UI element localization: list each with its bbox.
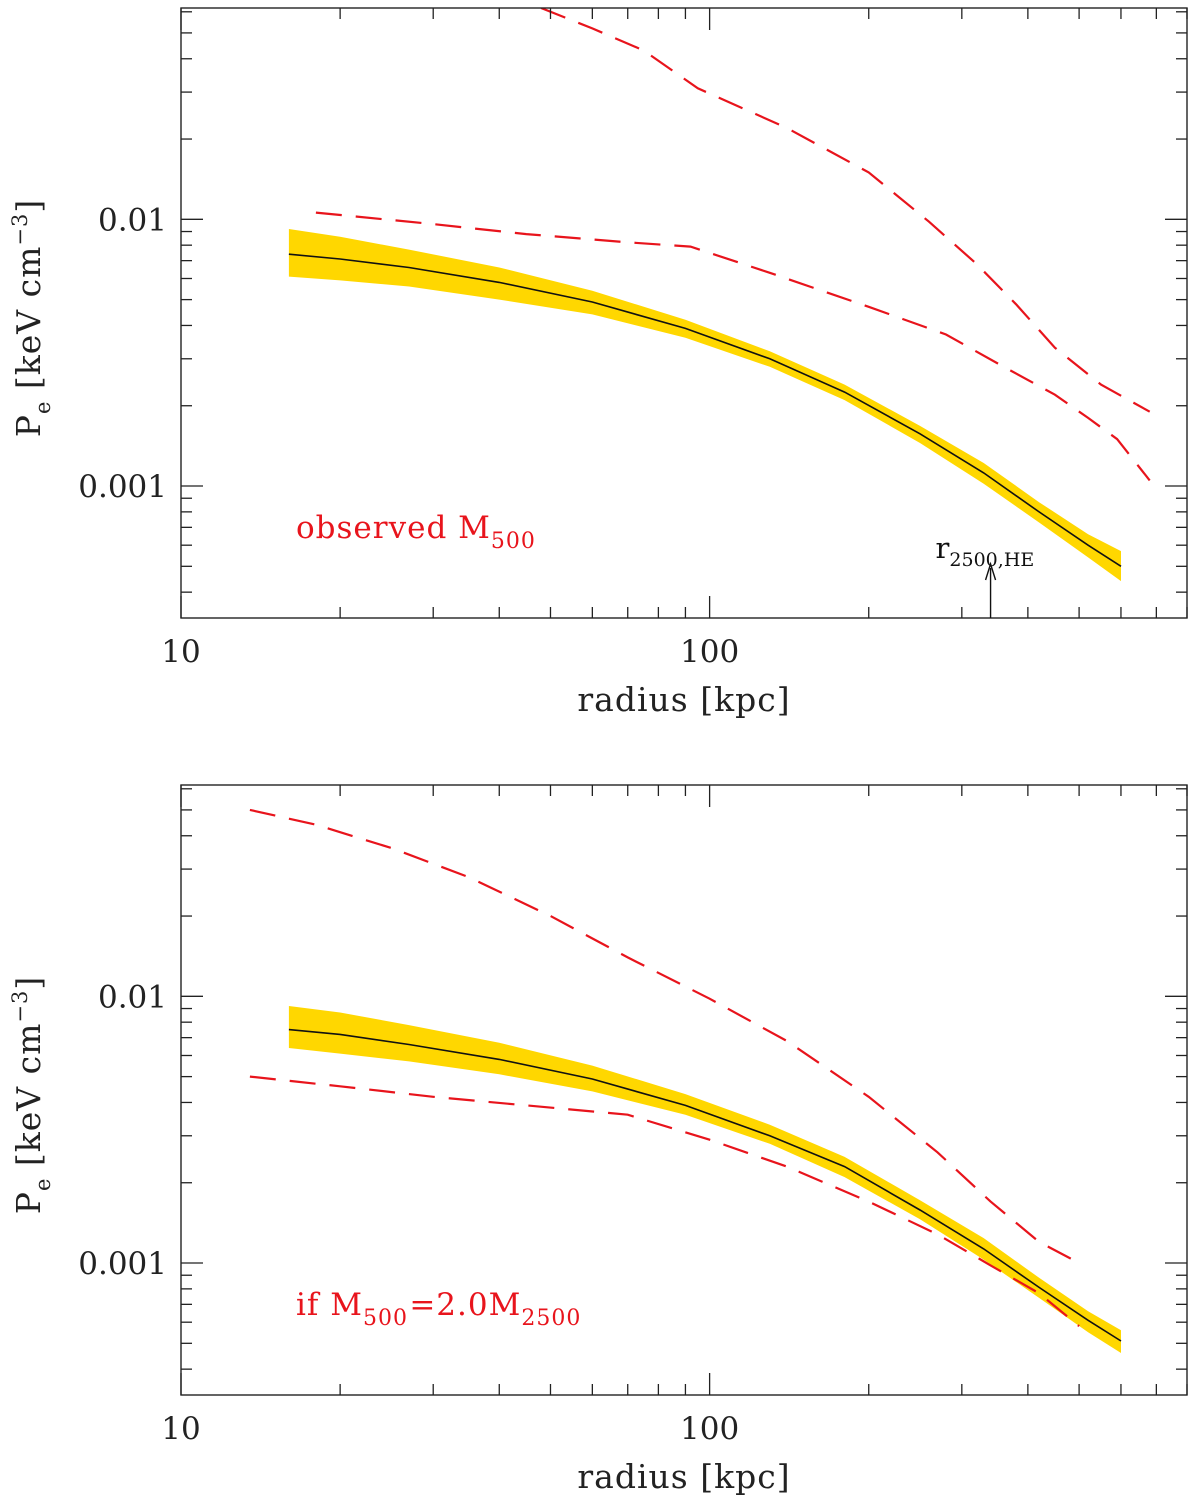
y-axis-label: Pe [keV cm−3] <box>8 199 55 438</box>
x-ticks <box>180 785 1188 1395</box>
dashed-series-line-2 <box>249 1075 1080 1327</box>
y-tick-label: 0.01 <box>98 202 167 238</box>
x-axis-label: radius [kpc] <box>577 1457 790 1495</box>
y-tick-label: 0.001 <box>78 469 167 505</box>
chart-panel-top: 10 100 0.001 0.01 radius [kpc] Pe [keV cm−3] o… <box>8 7 1188 719</box>
x-axis-label: radius [kpc] <box>577 680 790 719</box>
plot-area <box>249 808 1122 1353</box>
uncertainty-band <box>288 229 1121 582</box>
solid-series-line-0 <box>288 253 1122 567</box>
x-tick-label: 10 <box>161 634 200 670</box>
panel-annotation: if M500 =2.0M2500 <box>296 1287 581 1331</box>
plot-frame <box>180 784 1188 1396</box>
uncertainty-band <box>288 1006 1121 1353</box>
plot-frame <box>180 7 1188 619</box>
y-ticks <box>181 11 1187 593</box>
x-tick-label: 100 <box>680 1411 739 1447</box>
y-tick-label: 0.001 <box>78 1246 167 1282</box>
y-axis-label: Pe [keV cm−3] <box>8 976 55 1215</box>
chart-panel-bottom: 10 100 0.001 0.01 radius [kpc] Pe [keV cm−3] i… <box>8 784 1188 1495</box>
solid-series-line-0 <box>288 1028 1122 1342</box>
x-tick-label: 100 <box>680 634 739 670</box>
y-ticks <box>181 788 1187 1370</box>
x-ticks <box>180 8 1188 618</box>
dashed-series-line-1 <box>249 808 1080 1264</box>
x-tick-label: 10 <box>161 1411 200 1447</box>
r2500-arrow: r2500,HE <box>936 531 1035 618</box>
r2500-label: r2500,HE <box>936 531 1035 571</box>
dashed-series-line-1 <box>540 8 1151 413</box>
plot-area <box>288 8 1151 582</box>
y-tick-label: 0.01 <box>98 979 167 1015</box>
panel-annotation: observed M500 <box>296 510 536 554</box>
dashed-series-line-2 <box>315 211 1151 482</box>
